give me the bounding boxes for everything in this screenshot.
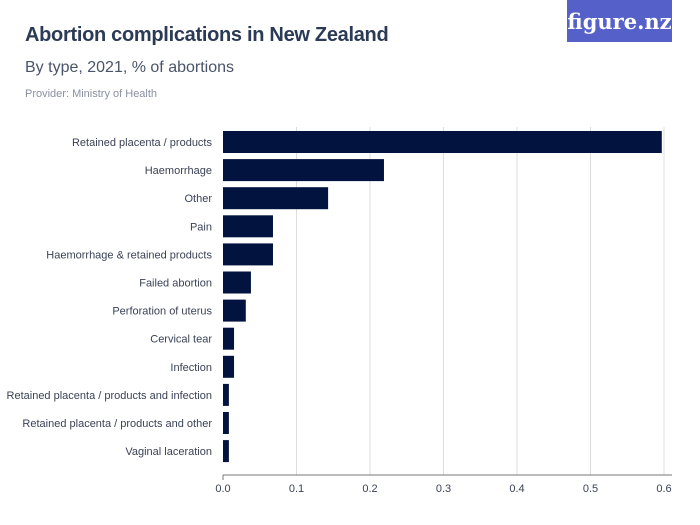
x-tick-label: 0.1	[289, 483, 304, 495]
category-label: Haemorrhage	[145, 165, 212, 177]
bar	[223, 299, 246, 322]
x-tick-label: 0.6	[656, 483, 671, 495]
bar	[223, 327, 235, 350]
category-label: Pain	[190, 221, 212, 233]
x-tick-label: 0.0	[215, 483, 230, 495]
bar	[223, 131, 662, 153]
category-label: Vaginal laceration	[125, 446, 212, 458]
bar	[223, 215, 273, 238]
bar	[223, 383, 229, 406]
x-tick-label: 0.2	[362, 483, 377, 495]
category-label: Failed abortion	[139, 278, 212, 290]
category-label: Haemorrhage & retained products	[46, 249, 212, 261]
bar	[223, 271, 251, 294]
bar	[223, 187, 329, 210]
category-label: Perforation of uterus	[112, 306, 212, 318]
x-tick-label: 0.5	[583, 483, 598, 495]
page-title: Abortion complications in New Zealand	[25, 24, 389, 46]
category-label: Cervical tear	[150, 334, 212, 346]
x-tick-label: 0.3	[436, 483, 451, 495]
category-label: Retained placenta / products	[72, 137, 213, 149]
category-label: Infection	[170, 362, 212, 374]
page-subtitle: By type, 2021, % of abortions	[25, 59, 235, 76]
bar	[223, 412, 229, 434]
bar	[223, 355, 235, 378]
bar	[223, 440, 229, 463]
x-tick-label: 0.4	[509, 483, 524, 495]
category-label: Other	[184, 193, 212, 205]
provider-text: Provider: Ministry of Health	[25, 88, 158, 100]
category-label: Retained placenta / products and infecti…	[7, 390, 212, 402]
bar	[223, 159, 384, 182]
figure-nz-logo[interactable]: figure.nz	[567, 0, 672, 42]
category-label: Retained placenta / products and other	[22, 418, 212, 430]
bar	[223, 243, 273, 266]
